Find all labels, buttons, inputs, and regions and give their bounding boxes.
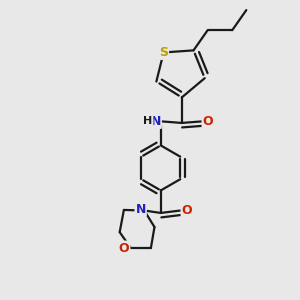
Text: N: N: [151, 115, 161, 128]
Text: O: O: [119, 242, 130, 254]
Text: H: H: [143, 116, 152, 126]
Text: S: S: [159, 46, 168, 59]
Text: N: N: [136, 202, 146, 215]
Text: O: O: [182, 204, 192, 217]
Text: O: O: [202, 115, 213, 128]
